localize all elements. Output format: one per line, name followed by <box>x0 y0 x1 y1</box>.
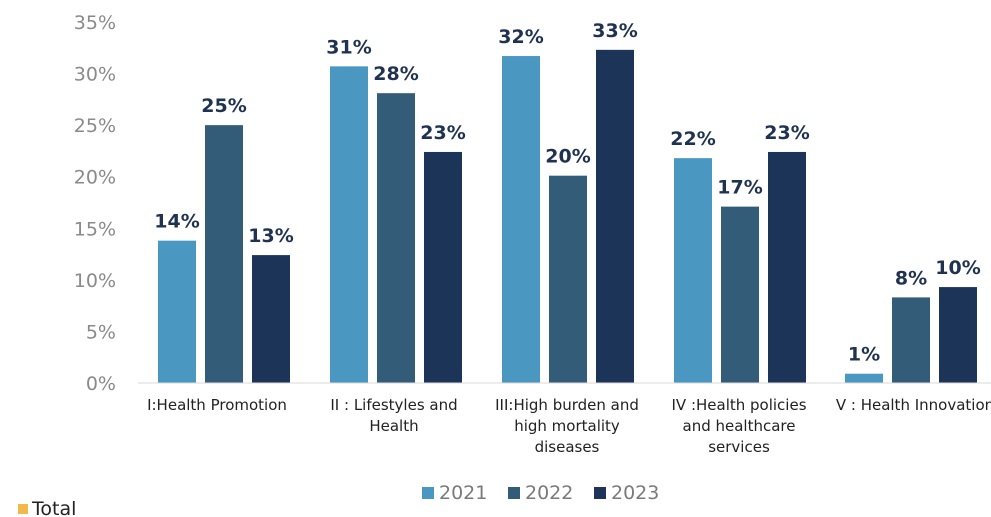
total-legend-label: Total <box>31 498 76 517</box>
data-label: 20% <box>545 146 590 168</box>
y-tick-label: 35% <box>74 12 116 34</box>
bars <box>158 49 977 384</box>
y-tick-label: 20% <box>74 167 116 189</box>
bar-2023-cat3 <box>596 49 634 383</box>
data-label: 28% <box>373 63 418 85</box>
data-label: 25% <box>201 95 246 117</box>
total-legend-swatch <box>18 504 28 514</box>
data-label: 23% <box>420 122 465 144</box>
category-label: IV :Health policies <box>671 396 806 414</box>
category-label: diseases <box>535 438 600 456</box>
legend: 2021 2022 2023 <box>422 482 659 504</box>
category-label: II : Lifestyles and <box>330 396 457 414</box>
category-label: Health <box>369 417 418 435</box>
legend-swatch-2023 <box>594 487 606 499</box>
y-tick-label: 25% <box>74 115 116 137</box>
data-label: 33% <box>592 20 637 42</box>
bar-2022-cat2 <box>377 93 415 383</box>
category-label: V : Health Innovation <box>836 396 991 414</box>
category-labels: I:Health Promotion II : Lifestyles and Hea… <box>147 396 991 456</box>
bar-2023-cat1 <box>252 255 290 383</box>
y-tick-label: 10% <box>74 270 116 292</box>
data-label: 13% <box>248 225 293 247</box>
category-label: high mortality <box>514 417 620 435</box>
y-tick-label: 30% <box>74 64 116 86</box>
bar-2023-cat5 <box>939 287 977 383</box>
bar-2021-cat1 <box>158 240 196 383</box>
data-label: 31% <box>326 36 371 58</box>
y-tick-label: 15% <box>74 218 116 240</box>
data-label: 22% <box>670 128 715 150</box>
data-label: 17% <box>717 177 762 199</box>
data-label: 8% <box>895 267 927 289</box>
bar-2022-cat5 <box>892 297 930 383</box>
bar-2022-cat3 <box>549 175 587 383</box>
category-label: I:Health Promotion <box>147 396 287 414</box>
data-label: 14% <box>154 211 199 233</box>
legend-label-2022: 2022 <box>525 482 573 504</box>
category-label: services <box>708 438 770 456</box>
bar-2022-cat4 <box>721 206 759 383</box>
bar-2021-cat3 <box>502 56 540 384</box>
category-label: and healthcare <box>683 417 796 435</box>
data-label: 32% <box>498 26 543 48</box>
total-legend: Total <box>18 498 76 517</box>
bar-2021-cat4 <box>674 158 712 383</box>
y-tick-label: 5% <box>86 321 116 343</box>
legend-swatch-2021 <box>422 487 434 499</box>
data-labels: 14% 31% 32% 22% 1% 25% 28% 20% 17% 8% 13% 23% 33% 23%… <box>154 20 980 366</box>
bar-2023-cat4 <box>768 151 806 383</box>
data-label: 10% <box>935 257 980 279</box>
legend-swatch-2022 <box>508 487 520 499</box>
category-label: III:High burden and <box>495 396 639 414</box>
bar-2022-cat1 <box>205 125 243 384</box>
bar-2021-cat5 <box>845 373 883 383</box>
data-label: 23% <box>764 122 809 144</box>
bar-2021-cat2 <box>330 66 368 383</box>
data-label: 1% <box>848 344 880 366</box>
legend-label-2021: 2021 <box>439 482 487 504</box>
legend-label-2023: 2023 <box>611 482 659 504</box>
bar-2023-cat2 <box>424 151 462 383</box>
y-tick-label: 0% <box>86 373 116 395</box>
y-axis-ticks: 0% 5% 10% 15% 20% 25% 30% 35% <box>74 12 116 395</box>
